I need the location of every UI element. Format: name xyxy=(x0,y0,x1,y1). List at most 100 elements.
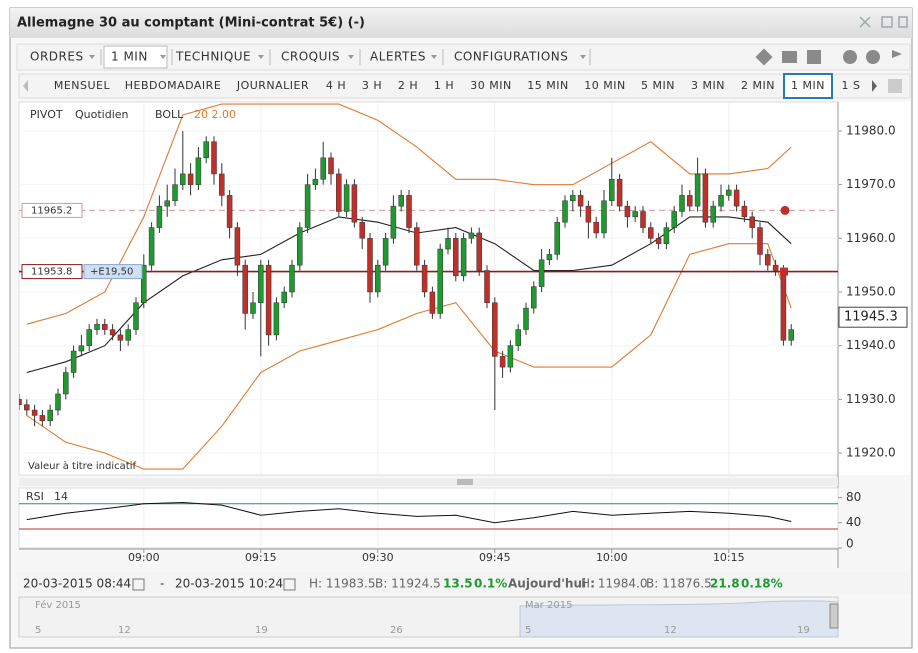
candle xyxy=(648,222,654,244)
flag-icon[interactable] xyxy=(892,50,902,64)
timeframe[interactable]: 3 H xyxy=(362,79,382,92)
level-tag xyxy=(21,202,83,218)
timeframe[interactable]: JOURNALIER xyxy=(236,79,309,92)
candle-body xyxy=(702,173,709,223)
candle xyxy=(663,222,670,250)
candle-body xyxy=(351,184,358,223)
candle-body xyxy=(31,409,38,416)
candle-body xyxy=(390,205,397,239)
candle xyxy=(679,184,685,217)
timeframe[interactable]: 2 MIN xyxy=(741,79,775,92)
menu-item[interactable]: CONFIGURATIONS xyxy=(454,50,568,64)
candle xyxy=(273,297,280,341)
menu-item[interactable]: ALERTES xyxy=(370,50,426,64)
candle xyxy=(710,200,716,228)
pane-splitter[interactable] xyxy=(19,478,838,486)
window-buttons[interactable] xyxy=(859,16,908,28)
timeframe[interactable]: 30 MIN xyxy=(470,79,511,92)
candle-body xyxy=(78,345,85,352)
image-icon[interactable] xyxy=(782,51,797,63)
menu-item[interactable]: CROQUIS xyxy=(281,50,340,64)
candle xyxy=(226,190,233,239)
print-icon[interactable] xyxy=(807,50,821,64)
level-pl-tag xyxy=(83,264,143,280)
position-marker[interactable] xyxy=(780,267,788,276)
y-tick-label: 11960.0 xyxy=(846,231,896,245)
level-tag-label: 11965.2 xyxy=(31,205,72,216)
splitter-grip[interactable] xyxy=(457,479,473,485)
candle-body xyxy=(164,200,170,207)
candle-body xyxy=(538,259,545,287)
last-price-box xyxy=(838,306,908,328)
x-tick-label: 10:15 xyxy=(713,551,745,564)
candle-body xyxy=(382,238,389,266)
scroll-left[interactable] xyxy=(23,80,28,92)
candle xyxy=(772,259,779,276)
candle xyxy=(312,168,319,191)
menu-item[interactable]: ORDRES xyxy=(30,50,84,64)
candle-body xyxy=(531,286,537,309)
navigator-day: 5 xyxy=(525,625,531,636)
candle-body xyxy=(414,227,420,266)
calendar-icon[interactable] xyxy=(283,578,296,591)
candle-body xyxy=(515,329,521,346)
candle xyxy=(242,259,248,330)
candle xyxy=(172,168,178,207)
menu-arrow xyxy=(348,55,354,59)
settings-icon[interactable] xyxy=(843,50,857,64)
toolbar-icons[interactable] xyxy=(755,48,902,66)
candle-body xyxy=(156,205,163,228)
order-marker[interactable] xyxy=(780,205,790,215)
candle-body xyxy=(429,291,436,314)
candle xyxy=(492,297,498,411)
level-tag-label: 11953.8 xyxy=(31,267,72,278)
menu-item[interactable]: TECHNIQUE xyxy=(175,50,251,64)
help-icon[interactable] xyxy=(866,50,880,64)
candle xyxy=(187,163,194,196)
navigator-handle[interactable] xyxy=(829,603,839,629)
candle xyxy=(109,324,116,341)
layers-icon[interactable] xyxy=(755,48,773,66)
candle-body xyxy=(226,195,233,228)
popout-icon[interactable] xyxy=(881,16,893,28)
candle xyxy=(367,232,373,303)
timeframe[interactable]: 4 H xyxy=(326,79,346,92)
timeframe[interactable]: 10 MIN xyxy=(584,79,625,92)
candle-body xyxy=(125,329,131,341)
pin-icon[interactable] xyxy=(898,16,908,28)
candle xyxy=(570,190,576,212)
timeframe[interactable]: 15 MIN xyxy=(527,79,568,92)
close-icon[interactable] xyxy=(859,16,871,28)
last-price-label: 11945.3 xyxy=(844,310,898,325)
timeframe[interactable]: 3 MIN xyxy=(691,79,725,92)
scroll-right[interactable] xyxy=(872,80,877,92)
candle xyxy=(538,249,545,292)
candle xyxy=(343,179,350,217)
timeframe[interactable]: HEBDOMADAIRE xyxy=(125,79,222,92)
close-panel[interactable] xyxy=(888,79,902,93)
candle xyxy=(429,286,436,319)
y-tick-label: 11970.0 xyxy=(846,177,896,191)
candle xyxy=(304,173,311,233)
timeframe[interactable]: MENSUEL xyxy=(54,79,111,92)
candle-body xyxy=(453,238,459,277)
timeframe[interactable]: 5 MIN xyxy=(641,79,675,92)
navigator-day: 12 xyxy=(664,625,677,636)
candle xyxy=(234,222,241,276)
candle xyxy=(390,195,397,244)
timeframe[interactable]: 1 H xyxy=(434,79,454,92)
window-title: Allemagne 30 au comptant (Mini-contrat 5… xyxy=(17,16,365,31)
timeframe[interactable]: 2 H xyxy=(398,79,418,92)
candle-body xyxy=(523,307,529,330)
candle-body xyxy=(250,302,256,314)
menu-item[interactable]: 1 MIN xyxy=(111,50,148,64)
calendar-icon[interactable] xyxy=(132,578,145,591)
candle xyxy=(250,291,256,319)
candle-body xyxy=(219,173,225,196)
candle-body xyxy=(19,399,22,405)
timeframe[interactable]: 1 S xyxy=(842,79,861,92)
candle-body xyxy=(289,264,295,293)
timeframe[interactable]: 1 MIN xyxy=(791,79,825,92)
candle xyxy=(460,232,467,282)
candle-body xyxy=(328,157,334,175)
